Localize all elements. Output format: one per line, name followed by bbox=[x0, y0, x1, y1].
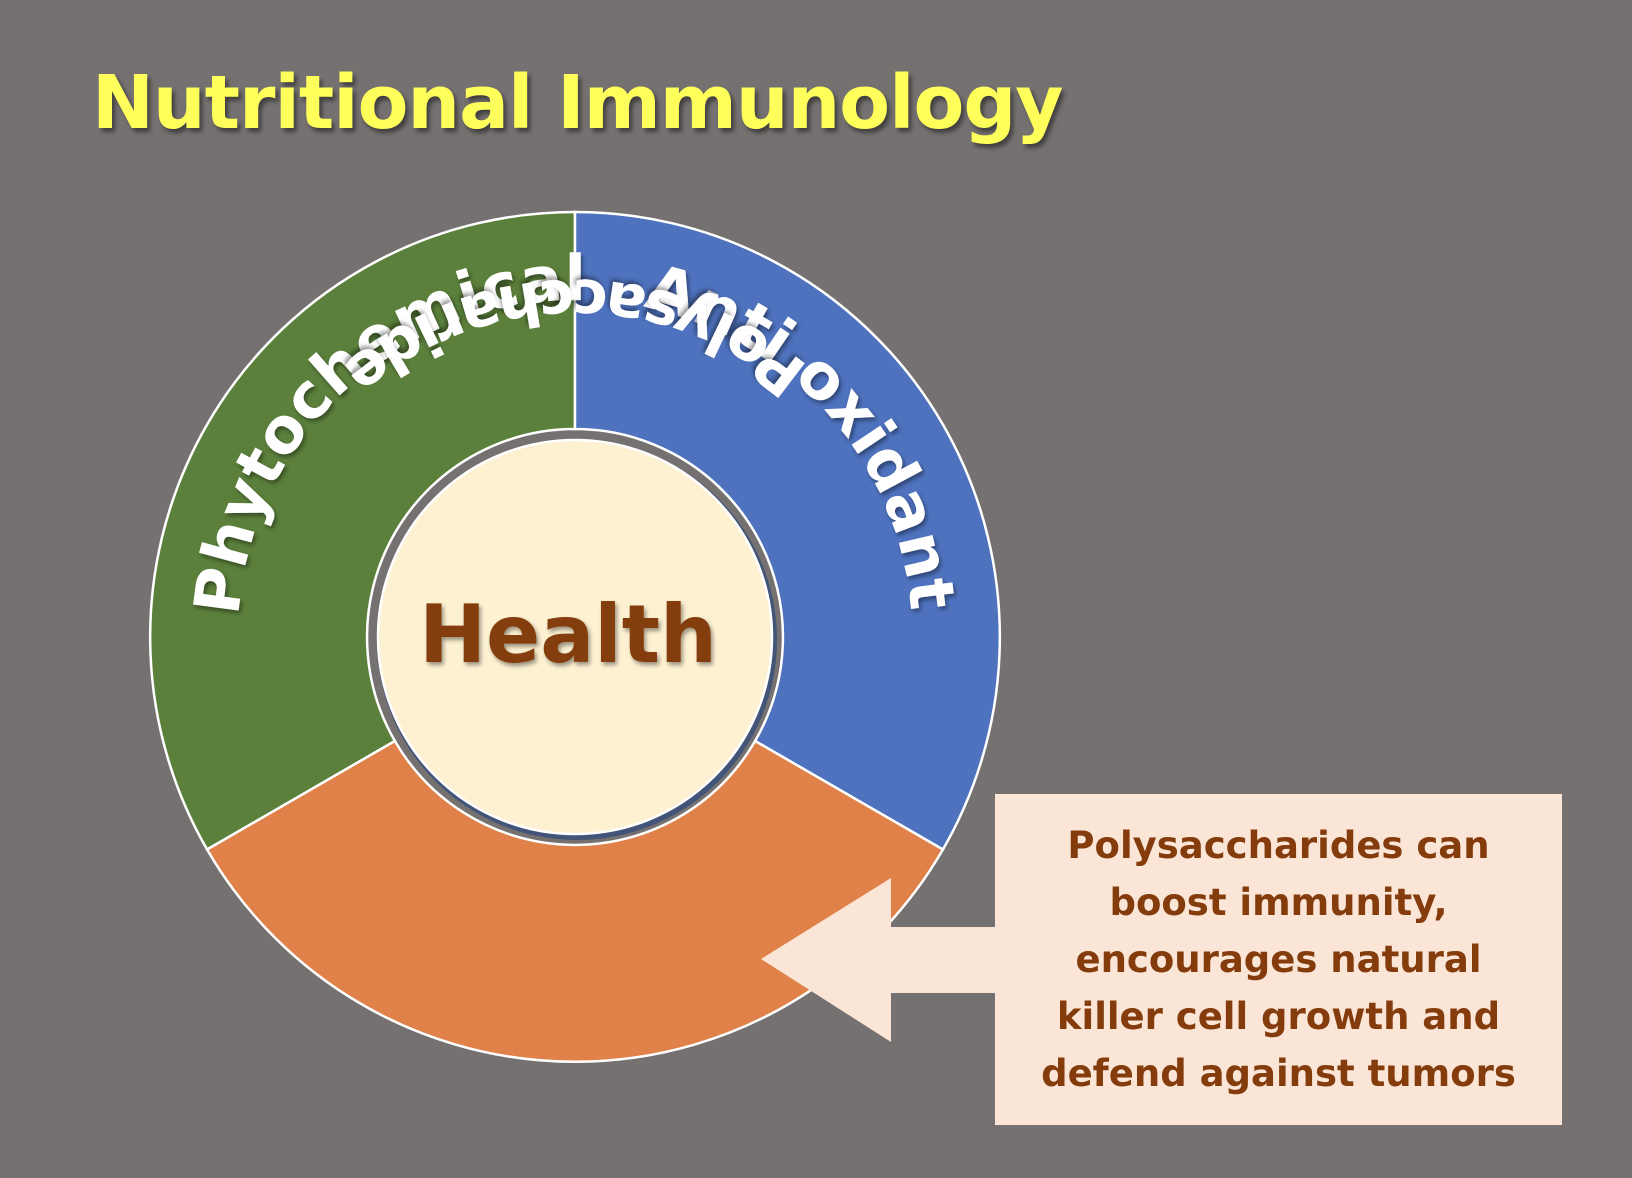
callout-arrow bbox=[761, 878, 995, 1042]
antioxidant-segment bbox=[573, 210, 1002, 852]
callout-box: Polysaccharides can boost immunity, enco… bbox=[995, 794, 1562, 1125]
polysaccharide-segment bbox=[205, 739, 945, 1063]
health-center-circle-fill bbox=[376, 438, 774, 836]
health-label: Health bbox=[419, 588, 717, 681]
slide-title: Nutritional Immunology bbox=[92, 60, 1064, 146]
phytochemical-segment bbox=[148, 210, 577, 852]
callout-text: Polysaccharides can boost immunity, enco… bbox=[1041, 824, 1516, 1095]
